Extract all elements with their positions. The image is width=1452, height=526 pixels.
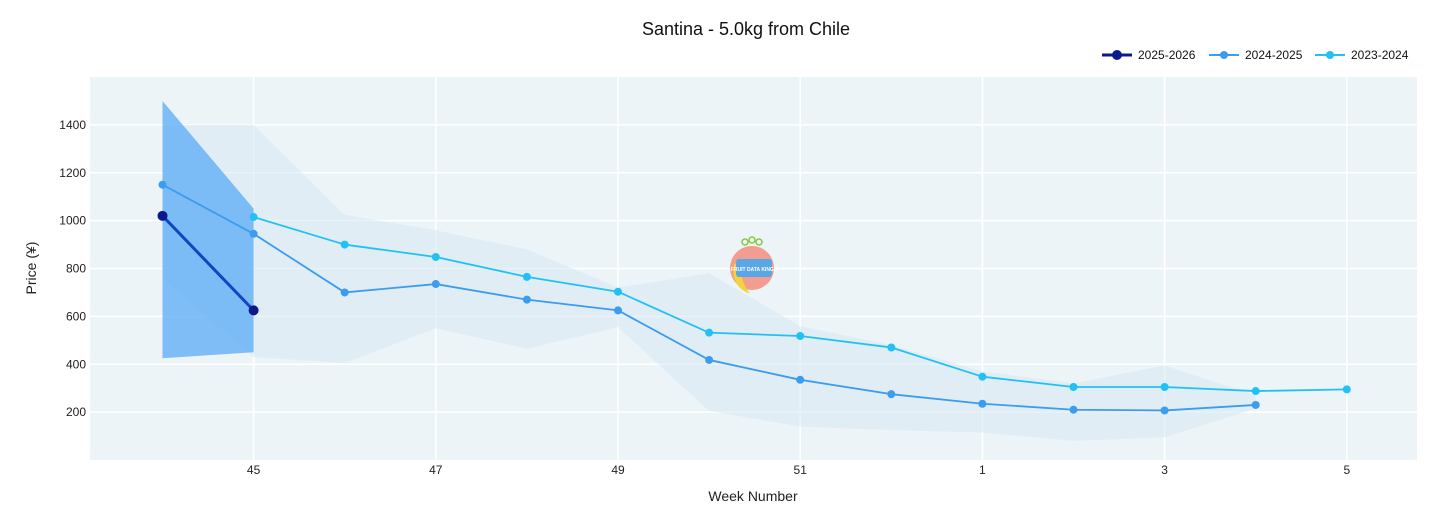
- point-2024-2025[interactable]: [431, 280, 440, 289]
- point-2023-2024[interactable]: [705, 328, 714, 337]
- chart-title: Santina - 5.0kg from Chile: [642, 19, 850, 39]
- point-2023-2024[interactable]: [1160, 382, 1169, 391]
- point-2024-2025[interactable]: [1160, 406, 1169, 415]
- watermark-text: FRUIT DATA KINGS: [731, 267, 778, 273]
- point-2023-2024[interactable]: [522, 272, 531, 281]
- point-2024-2025[interactable]: [978, 399, 987, 408]
- legend-label: 2024-2025: [1245, 48, 1303, 62]
- y-tick-label: 1400: [59, 118, 86, 132]
- x-axis: 45 47 49 51 1 3 5: [247, 463, 1351, 477]
- y-tick-label: 600: [66, 309, 86, 323]
- chart-legend: 2025-2026 2024-2025 2023-2024: [1102, 48, 1409, 62]
- point-2024-2025[interactable]: [522, 295, 531, 304]
- point-2024-2025[interactable]: [614, 306, 622, 315]
- line-2025-2026: [161, 214, 255, 312]
- point-2025-2026[interactable]: [248, 305, 259, 316]
- x-tick-label: 47: [429, 463, 443, 477]
- point-2023-2024[interactable]: [1251, 387, 1260, 396]
- y-tick-label: 400: [66, 357, 86, 371]
- x-tick-label: 1: [979, 463, 986, 477]
- legend-swatch-marker: [1326, 51, 1334, 59]
- point-2023-2024[interactable]: [249, 213, 258, 222]
- point-2023-2024[interactable]: [887, 343, 896, 352]
- point-2023-2024[interactable]: [1069, 382, 1078, 391]
- x-axis-title: Week Number: [708, 488, 798, 504]
- legend-label: 2023-2024: [1351, 48, 1409, 62]
- y-tick-label: 1000: [59, 214, 86, 228]
- legend-swatch-marker: [1220, 51, 1228, 59]
- point-2024-2025[interactable]: [340, 288, 349, 297]
- point-2023-2024[interactable]: [614, 287, 622, 296]
- point-2024-2025[interactable]: [887, 390, 896, 399]
- y-tick-label: 200: [66, 405, 86, 419]
- x-tick-label: 45: [247, 463, 261, 477]
- legend-label: 2025-2026: [1138, 48, 1196, 62]
- y-tick-label: 1200: [59, 166, 86, 180]
- legend-swatch-marker: [1112, 50, 1122, 60]
- legend-item[interactable]: 2023-2024: [1315, 48, 1409, 62]
- watermark-logo: FRUIT DATA KINGS: [730, 236, 778, 294]
- point-2025-2026[interactable]: [157, 210, 168, 221]
- x-tick-label: 5: [1343, 463, 1350, 477]
- band-2025-2026: [162, 100, 254, 359]
- legend-item[interactable]: 2024-2025: [1209, 48, 1303, 62]
- point-2024-2025[interactable]: [796, 375, 805, 384]
- x-tick-label: 3: [1161, 463, 1168, 477]
- point-2024-2025[interactable]: [1251, 400, 1260, 409]
- point-2024-2025[interactable]: [158, 180, 167, 189]
- legend-item[interactable]: 2025-2026: [1102, 48, 1196, 62]
- point-2023-2024[interactable]: [1342, 385, 1351, 394]
- point-2024-2025[interactable]: [1069, 405, 1078, 414]
- y-axis-title: Price (¥): [23, 242, 39, 295]
- point-2024-2025[interactable]: [705, 355, 714, 364]
- y-axis: 200 400 600 800 1000 1200 1400: [59, 118, 86, 419]
- range-bands: [162, 100, 1256, 441]
- series-points: [157, 180, 1351, 415]
- point-2024-2025[interactable]: [249, 229, 258, 238]
- point-2023-2024[interactable]: [796, 332, 805, 341]
- x-tick-label: 49: [611, 463, 625, 477]
- point-2023-2024[interactable]: [340, 240, 349, 249]
- x-tick-label: 51: [794, 463, 808, 477]
- y-tick-label: 800: [66, 262, 86, 276]
- point-2023-2024[interactable]: [978, 372, 987, 381]
- band-history: [162, 124, 1256, 441]
- point-2023-2024[interactable]: [431, 253, 440, 262]
